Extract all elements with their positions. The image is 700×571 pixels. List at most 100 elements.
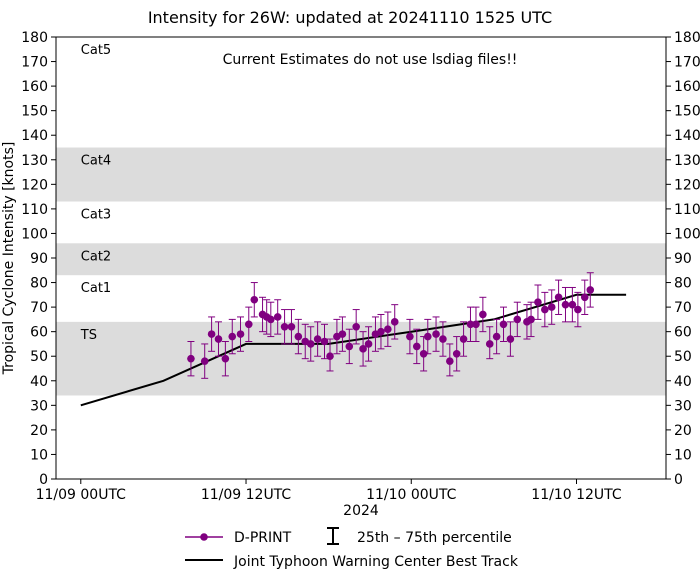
dprint-point	[506, 321, 515, 357]
y-tick-label-right: 160	[674, 79, 700, 95]
y-tick-label-right: 120	[674, 177, 700, 193]
dprint-point	[207, 316, 216, 352]
y-tick-label-left: 40	[30, 374, 48, 390]
category-band-labels: TS Cat1 Cat2 Cat3 Cat4 Cat5	[80, 43, 111, 343]
dprint-marker	[200, 357, 209, 365]
dprint-marker	[345, 342, 354, 351]
y-tick-label-left: 10	[30, 447, 48, 463]
y-tick-label-left: 160	[21, 79, 48, 95]
band-cat2	[56, 243, 666, 276]
dprint-marker	[221, 354, 230, 363]
dprint-marker	[267, 315, 275, 324]
y-tick-label-left: 0	[39, 472, 48, 488]
dprint-marker	[364, 340, 373, 348]
band-ts	[56, 321, 666, 396]
y-tick-label-right: 130	[674, 153, 700, 169]
y-tick-label-right: 110	[674, 202, 700, 218]
best-track-line	[80, 293, 627, 407]
dprint-marker	[377, 327, 385, 336]
dprint-point	[446, 343, 454, 377]
best-track-series	[80, 293, 627, 407]
dprint-marker	[214, 335, 223, 343]
dprint-point	[561, 286, 570, 323]
x-axis: 11/09 00UTC 11/09 12UTC 11/10 00UTC 11/10 1…	[36, 479, 622, 503]
dprint-point	[384, 311, 392, 347]
dprint-marker	[432, 330, 440, 338]
x-axis-label: 2024	[343, 503, 379, 519]
x-tick-label: 11/10 12UTC	[531, 487, 622, 503]
dprint-marker	[423, 332, 432, 341]
y-tick-label-left: 110	[21, 202, 48, 218]
dprint-point	[228, 318, 237, 355]
band-label-cat2: Cat2	[81, 249, 111, 264]
dprint-marker	[492, 332, 501, 341]
y-tick-label-left: 100	[21, 226, 48, 242]
dprint-point	[280, 309, 289, 345]
dprint-point	[244, 306, 253, 342]
dprint-point	[580, 279, 589, 315]
y-tick-label-right: 90	[674, 251, 692, 267]
band-label-ts: TS	[80, 328, 97, 343]
dprint-marker	[320, 337, 329, 346]
y-tick-label-right: 180	[674, 30, 700, 46]
dprint-marker	[390, 318, 399, 326]
x-tick-label: 11/10 00UTC	[366, 487, 457, 503]
y-tick-label-left: 70	[30, 300, 48, 316]
y-tick-label-right: 10	[674, 447, 692, 463]
dprint-marker	[236, 330, 245, 338]
dprint-point	[287, 309, 296, 345]
y-tick-label-right: 70	[674, 300, 692, 316]
dprint-marker	[207, 330, 216, 338]
dprint-point	[568, 286, 577, 323]
dprint-marker	[499, 320, 508, 329]
dprint-point	[313, 321, 322, 357]
dprint-marker	[359, 345, 367, 353]
dprint-point	[320, 323, 329, 360]
dprint-point	[412, 328, 421, 365]
dprint-marker	[439, 335, 447, 343]
dprint-point	[338, 316, 347, 352]
dprint-point	[359, 331, 367, 367]
dprint-point	[306, 326, 315, 362]
dprint-marker	[547, 303, 556, 311]
dprint-marker	[228, 332, 237, 341]
dprint-marker	[294, 332, 303, 341]
dprint-point	[214, 321, 223, 357]
dprint-point	[377, 313, 385, 350]
dprint-marker	[472, 320, 480, 329]
y-tick-label-right: 80	[674, 276, 692, 292]
dprint-marker	[485, 340, 494, 348]
dprint-marker	[313, 335, 322, 343]
dprint-marker	[586, 286, 595, 294]
dprint-point	[472, 306, 480, 342]
dprint-marker	[287, 322, 296, 331]
dprint-marker	[187, 354, 195, 363]
dprint-point	[459, 321, 468, 357]
dprint-marker	[419, 349, 428, 358]
dprint-point	[267, 301, 275, 338]
dprint-marker	[574, 305, 582, 314]
dprint-point	[547, 289, 556, 325]
y-tick-label-right: 150	[674, 104, 700, 120]
dprint-point	[534, 284, 542, 320]
dprint-point	[513, 301, 522, 338]
dprint-point	[221, 340, 230, 377]
dprint-marker	[273, 313, 282, 321]
dprint-marker	[506, 335, 515, 343]
band-label-cat4: Cat4	[81, 154, 111, 169]
y-tick-label-right: 140	[674, 128, 700, 144]
legend-percentile-label: 25th – 75th percentile	[357, 530, 512, 546]
y-tick-label-left: 60	[30, 325, 48, 341]
x-tick-label: 11/09 12UTC	[201, 487, 292, 503]
dprint-point	[187, 340, 195, 377]
dprint-marker	[306, 340, 315, 348]
dprint-point	[541, 291, 549, 328]
y-tick-label-right: 0	[674, 472, 683, 488]
dprint-marker	[384, 325, 392, 334]
dprint-point	[236, 316, 245, 352]
y-tick-label-left: 180	[21, 30, 48, 46]
dprint-marker	[280, 322, 289, 331]
dprint-marker	[541, 305, 549, 314]
y-tick-label-left: 130	[21, 153, 48, 169]
